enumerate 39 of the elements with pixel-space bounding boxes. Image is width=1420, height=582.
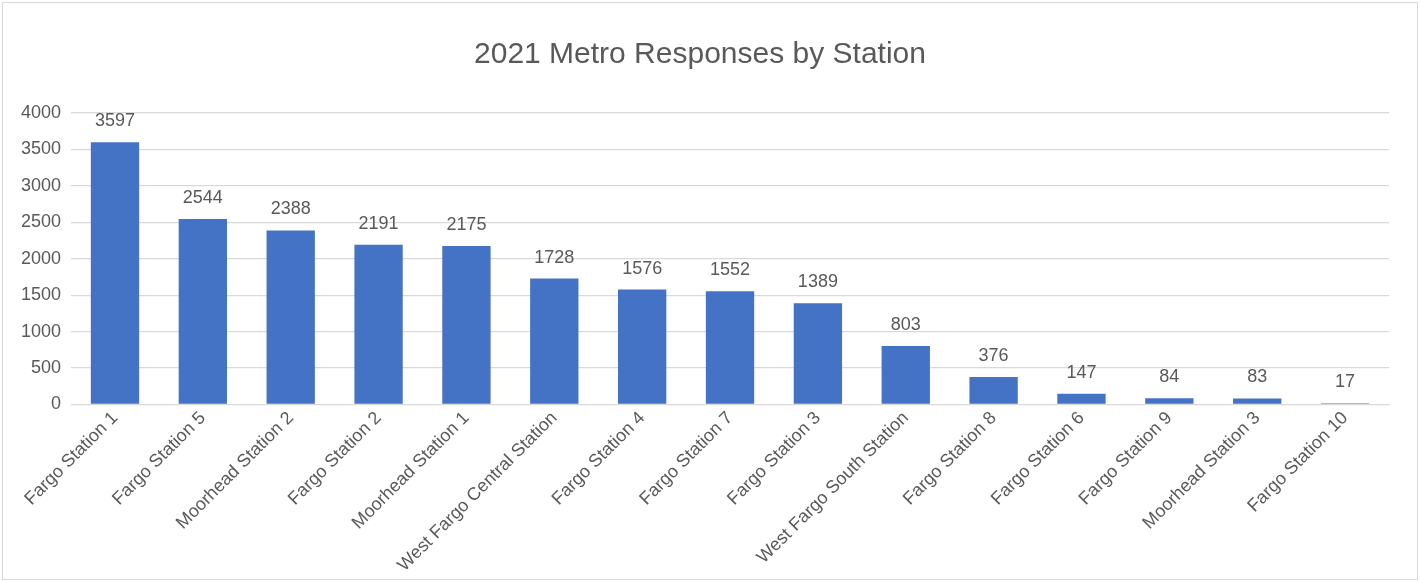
data-label: 83: [1247, 366, 1268, 387]
data-label: 3597: [94, 110, 135, 131]
chart-title: 2021 Metro Responses by Station: [474, 36, 926, 70]
y-tick-label: 2000: [21, 247, 62, 268]
y-tick-label: 500: [31, 356, 62, 377]
data-label: 84: [1159, 366, 1180, 387]
y-tick-label: 1000: [21, 320, 62, 341]
data-label: 2388: [270, 198, 311, 219]
data-label: 147: [1066, 361, 1097, 382]
y-tick-label: 0: [51, 393, 62, 414]
data-label: 2175: [446, 213, 487, 234]
y-tick-label: 2500: [21, 211, 62, 232]
data-label: 17: [1335, 371, 1356, 392]
data-label: 1389: [797, 271, 838, 292]
bar: [442, 245, 491, 404]
data-label: 1728: [534, 246, 575, 267]
bar: [618, 289, 667, 404]
data-label: 803: [890, 313, 921, 334]
bar: [705, 291, 755, 404]
y-tick-label: 3500: [21, 138, 62, 159]
bar: [969, 377, 1018, 404]
bar: [1145, 398, 1194, 404]
data-label: 2544: [182, 187, 223, 208]
data-label: 1552: [710, 259, 751, 280]
bar: [90, 142, 140, 404]
data-label: 376: [978, 345, 1009, 366]
bar: [354, 244, 403, 404]
bar: [793, 303, 843, 404]
y-tick-label: 1500: [21, 284, 62, 305]
bar: [266, 230, 315, 404]
data-label: 2191: [358, 212, 399, 233]
bar: [530, 278, 579, 404]
y-tick-label: 4000: [21, 101, 62, 122]
bar: [1057, 393, 1106, 404]
y-tick-label: 3000: [21, 174, 62, 195]
data-label: 1576: [622, 257, 663, 278]
bar: [881, 345, 930, 404]
bar: [178, 219, 227, 404]
bar: [1233, 398, 1282, 404]
